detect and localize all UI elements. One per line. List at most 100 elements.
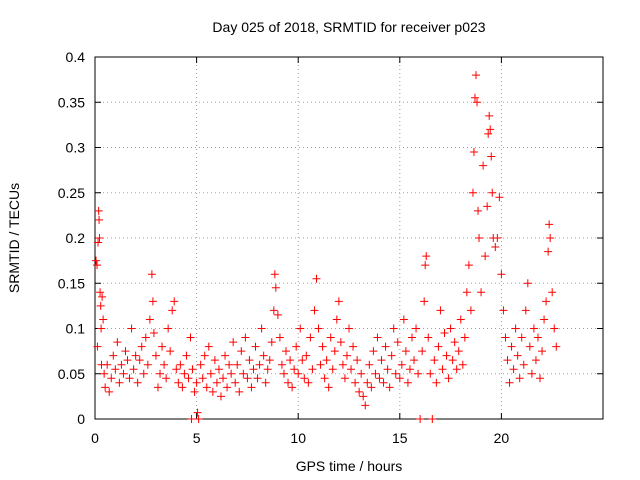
data-point <box>176 360 185 369</box>
data-point <box>403 378 412 387</box>
data-point <box>93 342 102 351</box>
data-point <box>282 347 291 356</box>
data-point <box>412 324 421 333</box>
data-point <box>253 374 262 383</box>
data-point <box>192 378 201 387</box>
data-point <box>172 365 181 374</box>
data-point <box>125 374 134 383</box>
data-point <box>493 234 502 242</box>
x-tick-label: 15 <box>392 430 408 446</box>
data-point <box>188 365 197 374</box>
data-point <box>156 369 165 378</box>
data-point <box>97 324 106 333</box>
data-point <box>483 202 492 211</box>
data-point <box>322 356 331 365</box>
data-point <box>261 378 270 387</box>
data-point <box>320 374 329 383</box>
y-tick-label: 0.3 <box>66 140 86 156</box>
data-point <box>158 342 167 351</box>
data-point <box>420 297 429 306</box>
data-point <box>479 161 488 170</box>
data-point <box>373 333 382 342</box>
data-point <box>194 415 203 423</box>
data-point <box>137 342 146 351</box>
x-tick-label: 0 <box>91 430 99 446</box>
data-point <box>316 360 325 369</box>
y-tick-label: 0.25 <box>58 185 85 201</box>
data-point <box>511 324 520 333</box>
data-point <box>166 347 175 356</box>
data-point <box>214 365 223 374</box>
data-point <box>383 365 392 374</box>
data-point <box>94 206 103 215</box>
data-point <box>273 310 282 319</box>
data-point <box>271 283 280 292</box>
data-point <box>326 333 335 342</box>
data-point <box>507 342 516 351</box>
data-point <box>399 315 408 324</box>
data-point <box>487 152 496 161</box>
data-point <box>245 356 254 365</box>
data-point <box>497 270 506 279</box>
data-point <box>204 342 213 351</box>
data-point <box>231 378 240 387</box>
data-point <box>225 360 234 369</box>
data-point <box>499 306 508 315</box>
data-point <box>121 347 130 356</box>
data-point <box>314 324 323 333</box>
data-point <box>148 297 157 306</box>
data-point <box>269 306 278 315</box>
data-point <box>385 383 394 392</box>
data-point <box>237 347 246 356</box>
data-point <box>332 315 341 324</box>
data-point <box>149 329 158 338</box>
data-point <box>470 93 479 102</box>
data-point <box>304 378 313 387</box>
data-point <box>426 369 435 378</box>
data-point <box>466 306 475 315</box>
data-point <box>139 369 148 378</box>
data-point <box>196 360 205 369</box>
data-point <box>340 374 349 383</box>
data-point <box>484 129 493 138</box>
y-tick-label: 0.4 <box>66 49 86 65</box>
data-point <box>109 351 118 360</box>
data-point <box>257 324 266 333</box>
data-point <box>100 369 109 378</box>
data-point <box>414 369 423 378</box>
y-tick-label: 0.05 <box>58 366 85 382</box>
data-point <box>460 333 469 342</box>
data-point <box>135 356 144 365</box>
data-point <box>421 261 430 270</box>
data-point <box>275 333 284 342</box>
data-point <box>462 288 471 297</box>
data-point <box>187 415 196 423</box>
x-tick-label: 10 <box>290 430 306 446</box>
data-point <box>357 369 366 378</box>
data-point <box>153 383 162 392</box>
data-point <box>92 256 101 265</box>
data-point <box>486 125 495 134</box>
data-point <box>212 378 221 387</box>
data-point <box>361 401 370 410</box>
data-point <box>263 365 272 374</box>
data-point <box>353 356 362 365</box>
data-point <box>418 347 427 356</box>
data-point <box>334 297 343 306</box>
data-point <box>129 365 138 374</box>
data-point <box>517 333 526 342</box>
data-point <box>328 365 337 374</box>
data-points <box>92 71 561 423</box>
data-point <box>452 365 461 374</box>
data-point <box>397 360 406 369</box>
data-point <box>355 387 364 396</box>
data-point <box>270 270 279 279</box>
data-point <box>477 288 486 297</box>
data-point <box>336 338 345 347</box>
data-point <box>292 342 301 351</box>
data-point <box>180 369 189 378</box>
data-point <box>227 369 236 378</box>
data-point <box>379 378 388 387</box>
data-point <box>359 392 368 401</box>
data-point <box>141 333 150 342</box>
